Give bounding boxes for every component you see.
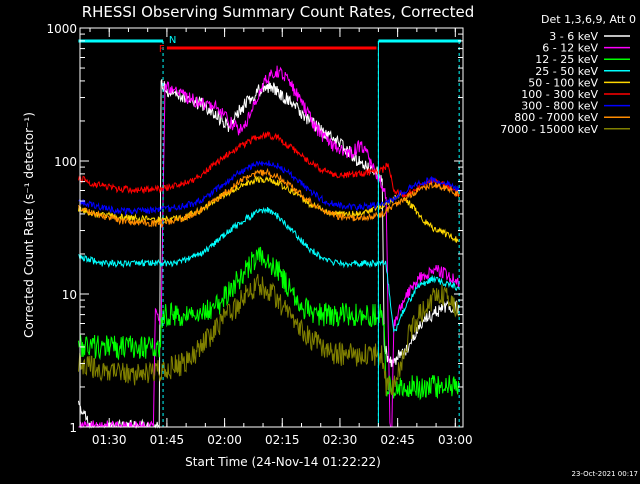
legend-label-2: 6 - 12 keV: [542, 42, 598, 55]
night-flag-label: N: [169, 35, 176, 46]
series-line-7: [78, 160, 460, 216]
axes: 1 10 100 1000 01:30 01:45 02:00 02:15 02:30 02:45…: [46, 22, 472, 447]
y-axis-label: Corrected Count Rate (s⁻¹ detector⁻¹): [22, 112, 36, 338]
x-tick-label-6: 02:45: [380, 433, 415, 447]
legend-label-1: 3 - 6 keV: [549, 30, 598, 43]
plot-frame: [79, 27, 464, 428]
x-tick-label-5: 02:30: [323, 433, 358, 447]
legend-label-8: 800 - 7000 keV: [514, 111, 598, 124]
x-tick-label-4: 02:15: [265, 433, 300, 447]
y-tick-label-3: 100: [54, 155, 77, 169]
series-line-3: [78, 246, 460, 401]
series-line-8: [78, 167, 460, 229]
series-line-1: [78, 79, 460, 429]
series-line-2: [78, 65, 460, 429]
legend-label-9: 7000 - 15000 keV: [500, 123, 598, 136]
x-tick-label-3: 02:00: [207, 433, 242, 447]
plot-area: FN: [78, 35, 462, 429]
legend-label-7: 300 - 800 keV: [521, 100, 598, 113]
y-tick-label-2: 10: [62, 288, 77, 302]
x-axis-label: Start Time (24-Nov-14 01:22:22): [185, 455, 381, 469]
x-tick-label-1: 01:30: [92, 433, 127, 447]
series-line-6: [78, 131, 460, 198]
x-tick-label-7: 03:00: [438, 433, 473, 447]
legend-label-5: 50 - 100 keV: [528, 76, 598, 89]
footer-date: 23-Oct-2021 00:17: [572, 470, 638, 478]
series-line-4: [78, 207, 460, 333]
legend-header: Det 1,3,6,9, Att 0: [541, 13, 636, 26]
flare-flag-label: F: [159, 44, 165, 55]
legend-label-3: 12 - 25 keV: [535, 53, 598, 66]
legend-label-6: 100 - 300 keV: [521, 88, 598, 101]
legend-label-4: 25 - 50 keV: [535, 65, 598, 78]
y-tick-label-1: 1: [69, 421, 77, 435]
series-line-9: [78, 273, 460, 396]
chart-title: RHESSI Observing Summary Count Rates, Co…: [82, 3, 475, 21]
y-tick-label-4: 1000: [46, 22, 77, 36]
x-tick-label-2: 01:45: [150, 433, 185, 447]
